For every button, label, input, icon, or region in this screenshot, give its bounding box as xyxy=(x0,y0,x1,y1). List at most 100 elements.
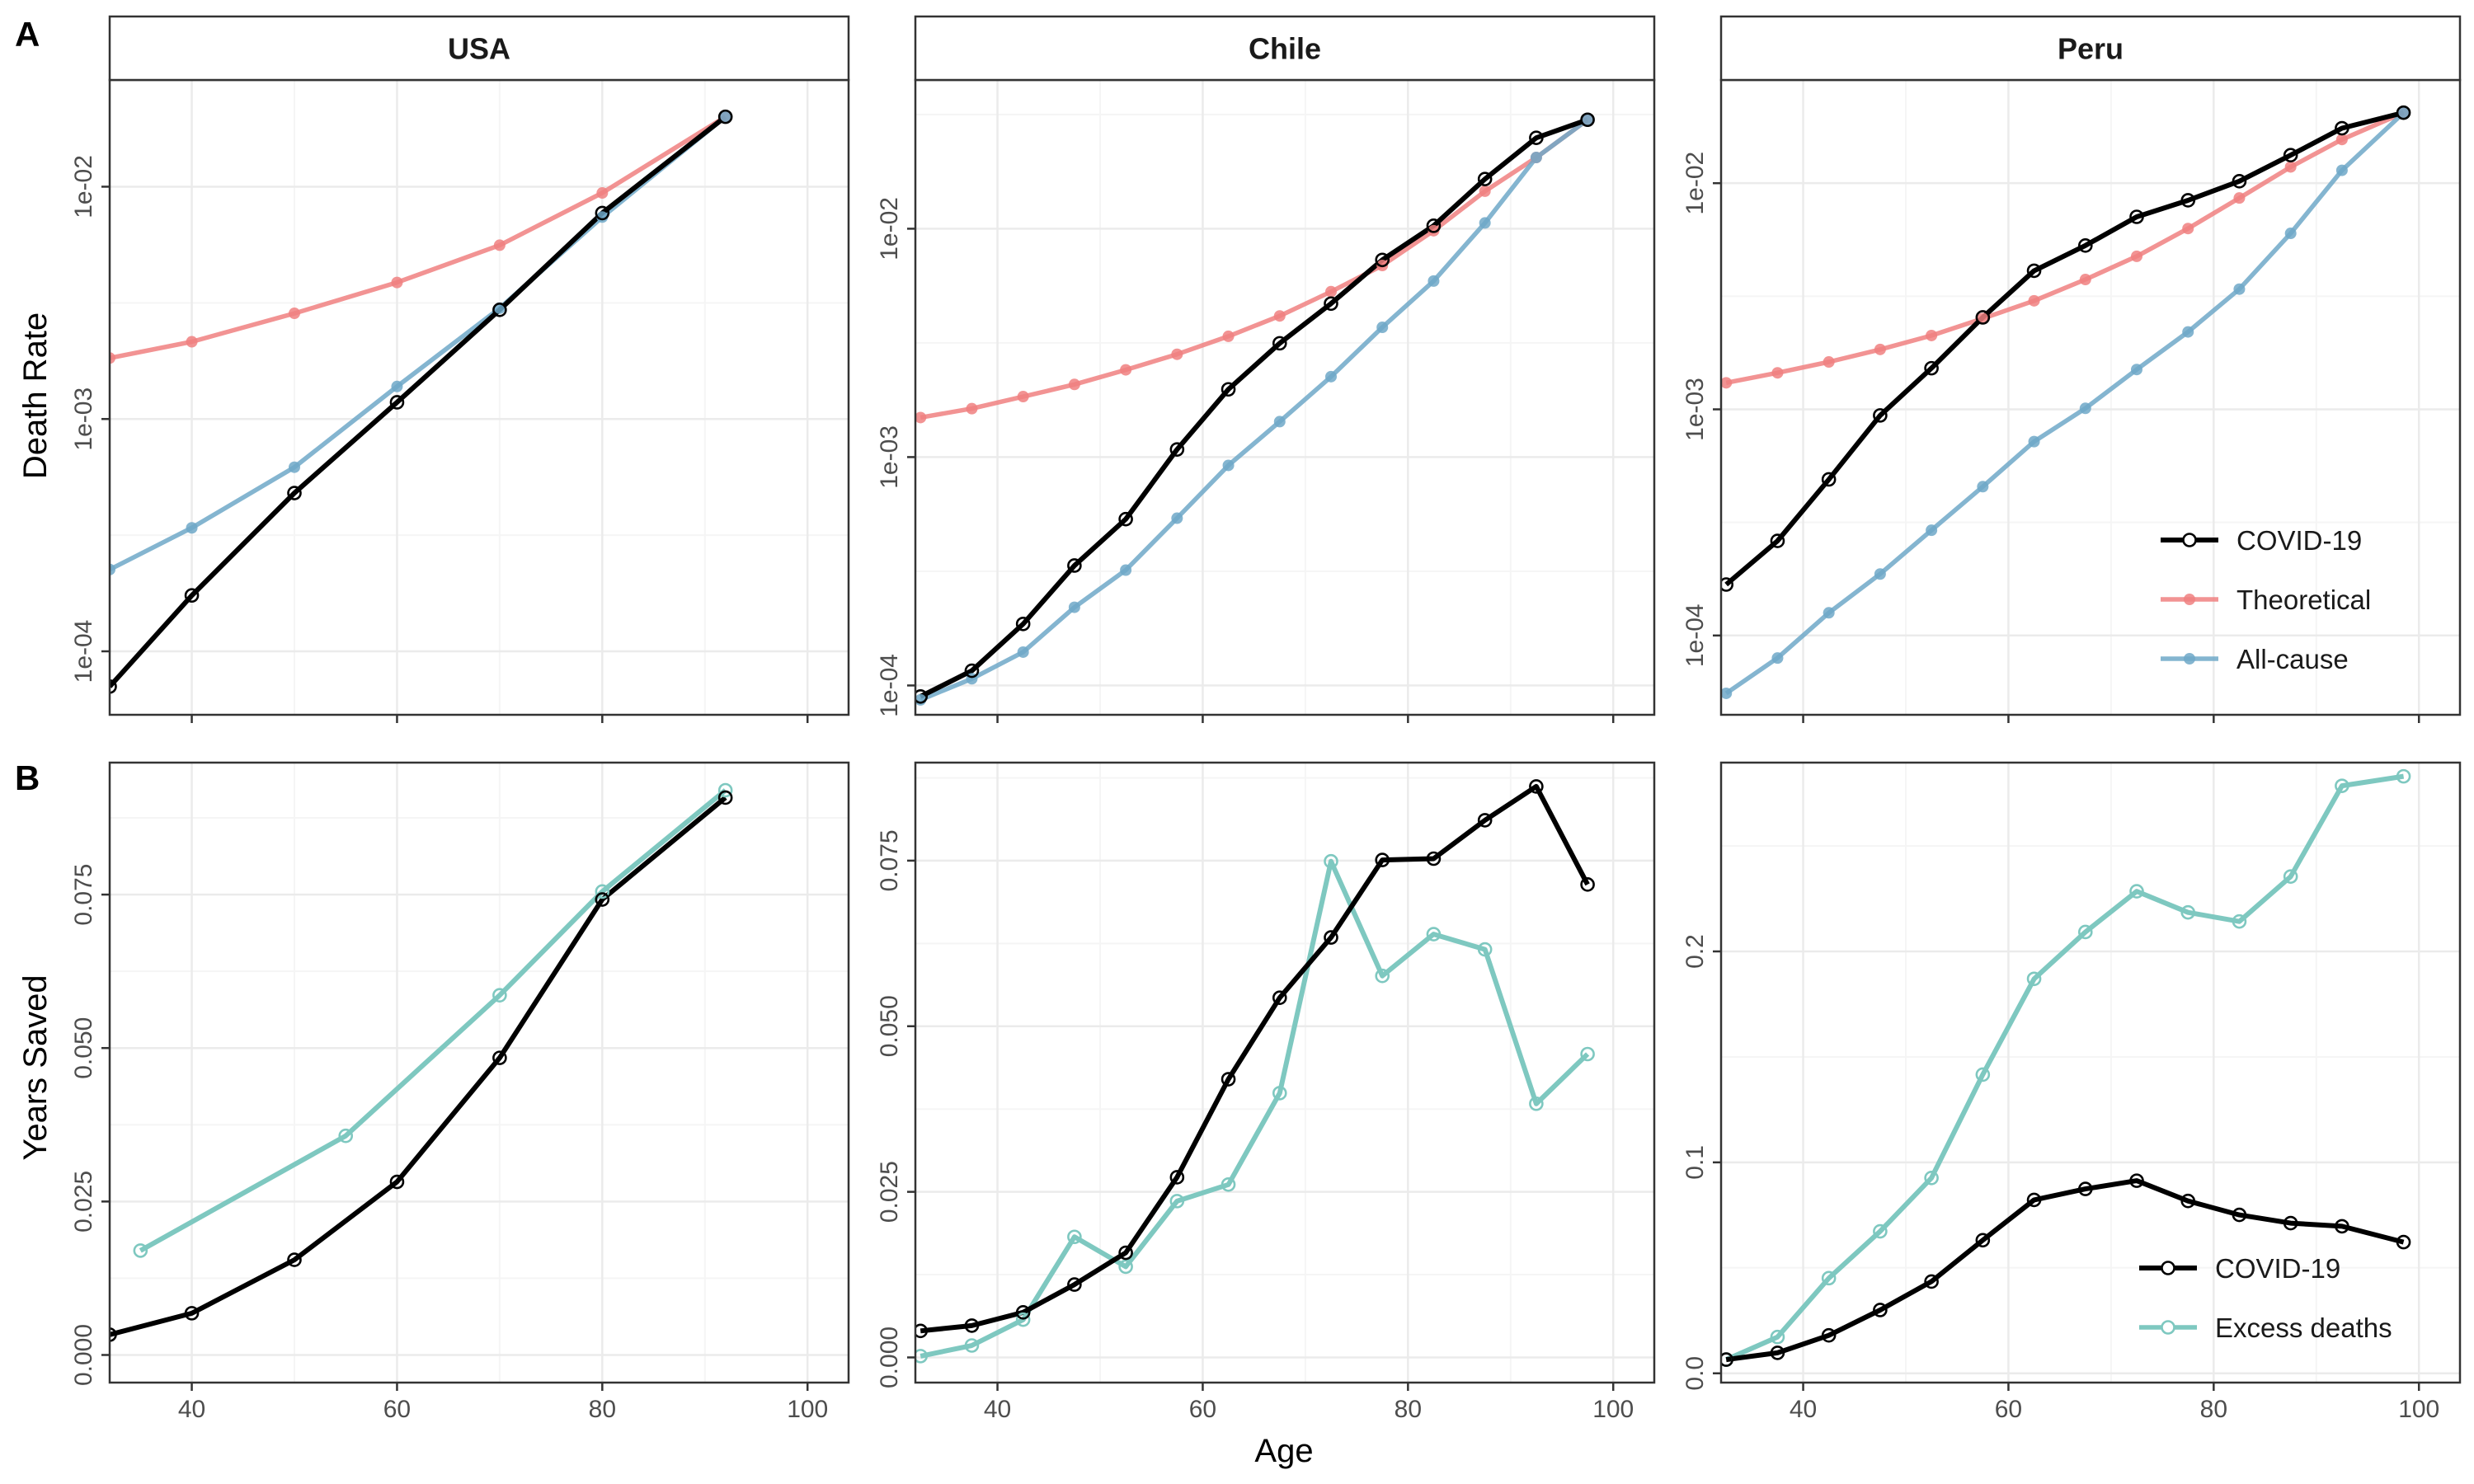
point-all-cause xyxy=(2131,364,2142,376)
point-excess-deaths xyxy=(1169,1194,1185,1209)
point-excess-deaths xyxy=(2077,924,2093,940)
plot-area xyxy=(1721,763,2460,1383)
point-covid-19 xyxy=(915,1323,929,1339)
panel-border xyxy=(914,761,1656,1384)
point-theoretical xyxy=(110,352,115,364)
point-theoretical xyxy=(1721,377,1733,389)
point-excess-deaths xyxy=(1426,927,1442,942)
series-line-excess-deaths xyxy=(139,788,727,1253)
point-covid-19 xyxy=(2335,1219,2349,1234)
point-covid-19 xyxy=(2396,1234,2411,1250)
x-tick-label: 80 xyxy=(1395,1396,1422,1423)
point-all-cause xyxy=(391,380,403,392)
point-covid-19 xyxy=(1477,813,1493,828)
y-tick-label: 1e-03 xyxy=(1681,378,1709,441)
point-excess-deaths xyxy=(1015,1312,1031,1327)
x-tick-label: 80 xyxy=(2200,1396,2227,1423)
x-tick-label: 40 xyxy=(984,1396,1011,1423)
point-excess-deaths xyxy=(2396,768,2411,784)
point-excess-deaths xyxy=(964,1338,980,1353)
y-tick-label: 1e-03 xyxy=(70,387,97,451)
point-covid-19 xyxy=(389,1174,405,1190)
y-tick-label: 0.025 xyxy=(70,1171,97,1233)
x-tick-label: 60 xyxy=(1995,1396,2022,1423)
point-covid-19 xyxy=(2180,1193,2196,1209)
point-all-cause xyxy=(1977,481,1989,493)
point-covid-19 xyxy=(2077,1181,2093,1196)
point-theoretical xyxy=(2131,250,2142,262)
point-covid-19 xyxy=(1821,472,1837,487)
point-covid-19 xyxy=(2283,148,2298,163)
point-covid-19 xyxy=(1580,877,1595,892)
series-group xyxy=(915,112,1595,706)
point-covid-19 xyxy=(2026,1192,2042,1208)
point-excess-deaths xyxy=(1118,1259,1133,1275)
x-tick-label: 60 xyxy=(1189,1396,1216,1423)
panel-border xyxy=(1719,761,2462,1384)
point-all-cause xyxy=(1771,652,1784,665)
legend-label-all-cause: All-cause xyxy=(2236,644,2349,674)
point-theoretical xyxy=(1926,329,1938,341)
series-line-covid-19 xyxy=(919,117,1589,699)
point-covid-19 xyxy=(287,1252,302,1267)
series-line-covid-19 xyxy=(1725,1178,2405,1363)
point-covid-19 xyxy=(2396,105,2411,120)
point-all-cause xyxy=(1926,524,1938,537)
point-excess-deaths xyxy=(1529,1096,1544,1111)
y-axis-title-death-rate: Death Rate xyxy=(17,312,54,479)
point-all-cause xyxy=(1874,568,1886,580)
point-covid-19 xyxy=(1375,252,1390,268)
point-theoretical xyxy=(1977,312,1989,325)
point-excess-deaths xyxy=(338,1128,354,1144)
point-excess-deaths xyxy=(1975,1067,1991,1082)
y-tick-label: 1e-02 xyxy=(70,155,97,218)
x-tick-label: 100 xyxy=(2398,1396,2439,1423)
point-all-cause xyxy=(1120,564,1132,576)
strip-title-chile: Chile xyxy=(1249,32,1321,66)
point-all-cause xyxy=(1479,217,1491,229)
y-tick-label: 0.1 xyxy=(1681,1145,1709,1180)
series-line-theoretical xyxy=(920,117,1589,420)
point-covid-19 xyxy=(1118,1245,1133,1261)
point-covid-19 xyxy=(1721,1352,1734,1367)
point-all-cause xyxy=(2335,164,2348,176)
point-covid-19 xyxy=(1873,1303,1888,1317)
series-group xyxy=(110,782,733,1342)
panels: 1e-041e-031e-02USA1e-041e-031e-02Chile1e… xyxy=(70,15,2462,1423)
point-covid-19 xyxy=(1529,779,1544,794)
point-all-cause xyxy=(719,110,731,123)
point-covid-19 xyxy=(1169,1170,1185,1185)
point-excess-deaths xyxy=(1272,1086,1287,1101)
legend-years-saved: COVID-19 Excess deaths xyxy=(2139,1253,2392,1343)
panel-b-usa: 40 60 80 100 0.000 0.025 0.050 0.075 xyxy=(70,761,850,1423)
legend-label-covid-19: COVID-19 xyxy=(2215,1253,2340,1284)
point-theoretical xyxy=(391,276,403,289)
legend-label-covid-19: COVID-19 xyxy=(2236,525,2362,556)
point-covid-19 xyxy=(1975,310,1991,325)
point-covid-19 xyxy=(2283,1215,2298,1231)
point-theoretical xyxy=(2335,134,2348,146)
legend-key-point xyxy=(2184,594,2195,605)
point-theoretical xyxy=(1068,378,1080,391)
point-covid-19 xyxy=(1770,533,1785,548)
series-line-all-cause xyxy=(1724,110,2406,696)
point-covid-19 xyxy=(2335,120,2349,136)
point-excess-deaths xyxy=(2026,971,2042,987)
y-tick-label: 1e-02 xyxy=(1681,152,1709,215)
point-all-cause xyxy=(1582,114,1594,126)
y-tick-label: 0.000 xyxy=(70,1324,97,1386)
point-covid-19 xyxy=(184,1306,200,1321)
point-excess-deaths xyxy=(2335,778,2349,793)
point-covid-19 xyxy=(1426,851,1442,866)
legend-label-excess-deaths: Excess deaths xyxy=(2215,1313,2392,1343)
y-tick-label: 1e-04 xyxy=(876,654,903,717)
point-theoretical xyxy=(2028,294,2040,307)
point-all-cause xyxy=(2028,435,2040,448)
point-all-cause xyxy=(1721,687,1733,699)
series-line-covid-19 xyxy=(110,796,727,1337)
y-tick-label: 0.0 xyxy=(1681,1356,1709,1391)
point-all-cause xyxy=(186,522,198,534)
series-group xyxy=(1721,768,2411,1367)
panel-a-usa: 1e-04 1e-03 1e-02 USA xyxy=(70,15,850,723)
point-covid-19 xyxy=(717,790,733,805)
